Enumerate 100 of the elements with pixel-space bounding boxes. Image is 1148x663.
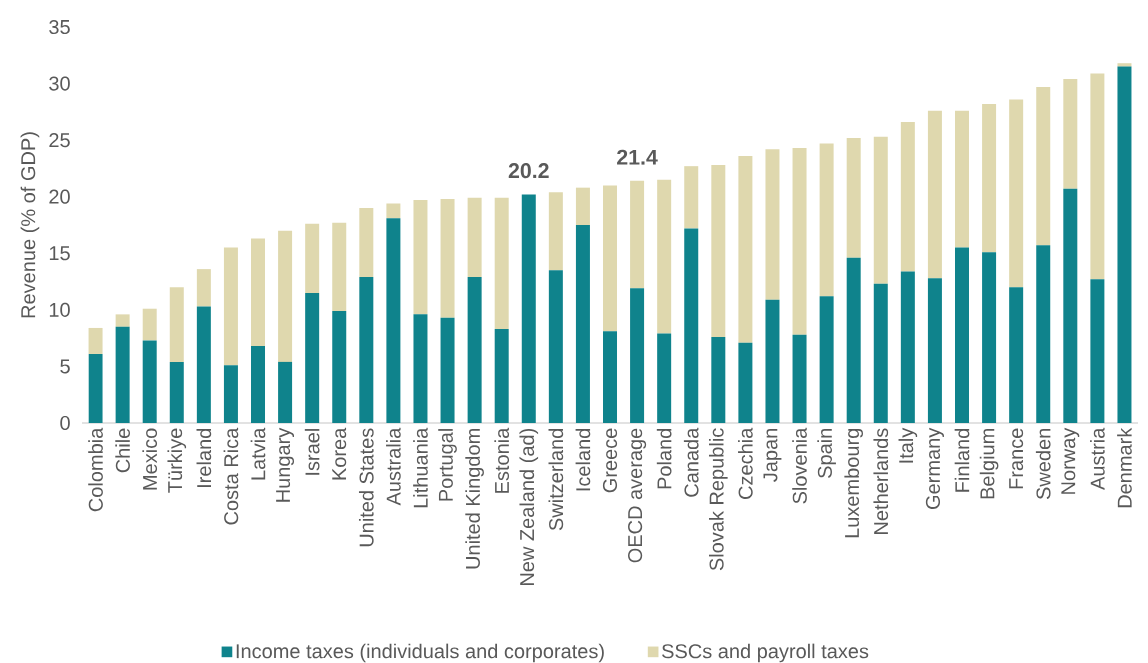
x-tick-label: Switzerland [548, 429, 564, 531]
bar [251, 238, 266, 347]
bar [223, 365, 238, 423]
x-tick-label: Slovak Republic [708, 428, 728, 571]
bar [548, 192, 563, 271]
x-tick-label: Korea [332, 427, 347, 480]
bar [630, 180, 645, 289]
bar [1090, 279, 1105, 423]
bar [413, 200, 428, 315]
x-tick-label: Japan [763, 429, 782, 482]
x-tick-label: Denmark [1117, 427, 1132, 508]
bar [873, 283, 888, 423]
bar [765, 299, 780, 423]
x-tick-label: Belgium [979, 429, 999, 499]
x-tick-label: Italy [898, 427, 918, 463]
y-tick-label: 30 [49, 76, 70, 91]
x-tick-label: France [1009, 428, 1024, 489]
x-tick-label: Sweden [1035, 429, 1051, 500]
x-tick-label: Israel [304, 429, 320, 475]
bar [196, 306, 211, 423]
bar [1036, 245, 1051, 423]
bar [251, 346, 266, 423]
total-label: 20.2 [508, 163, 549, 179]
bar [548, 270, 563, 423]
x-tick-label: United States [358, 428, 374, 547]
bar [873, 136, 888, 284]
x-tick-label: Hungary [276, 427, 295, 502]
bar [413, 314, 428, 423]
x-tick-label: Czechia [738, 427, 753, 499]
x-tick-label: New Zealand (ad) [519, 428, 539, 586]
bar [738, 342, 753, 423]
bar [494, 197, 509, 330]
x-tick-label: Finland [954, 429, 970, 492]
x-tick-label: Chile [115, 428, 130, 473]
bar [603, 185, 618, 332]
x-tick-label: Spain [817, 429, 836, 478]
x-tick-label: Canada [683, 427, 699, 497]
bar [982, 103, 997, 253]
bar [1063, 79, 1078, 189]
bar [711, 165, 726, 337]
x-tick-label: Ireland [196, 429, 212, 488]
bar [305, 292, 320, 423]
bar [927, 110, 942, 279]
bar [332, 222, 347, 311]
bar [1036, 86, 1051, 246]
legend-label: Income taxes (individuals and corporates) [236, 643, 604, 663]
bar [630, 288, 645, 423]
x-tick-label: Colombia [88, 427, 103, 512]
x-tick-label: Netherlands [873, 428, 889, 534]
bar [1090, 73, 1105, 280]
x-tick-label: Costa Rica [223, 427, 239, 525]
y-tick-label: 35 [49, 19, 70, 35]
x-tick-label: Luxembourg [844, 429, 864, 538]
bar [386, 218, 401, 423]
bar [223, 247, 238, 366]
bar [711, 337, 726, 423]
bar [603, 331, 618, 423]
y-axis-title: Revenue (% of GDP) [20, 132, 40, 318]
bar [142, 340, 157, 423]
x-tick-label: Lithuania [413, 427, 428, 508]
total-label: 21.4 [617, 149, 658, 165]
bar [1117, 66, 1132, 423]
bar [305, 223, 320, 293]
y-tick-label: 10 [49, 302, 70, 317]
bar [332, 310, 347, 423]
bar [1117, 63, 1132, 67]
x-tick-label: Türkiye [167, 428, 187, 493]
y-tick-label: 5 [60, 359, 70, 374]
bar [900, 122, 915, 272]
bar [1063, 188, 1078, 423]
x-tick-label: Australia [386, 427, 401, 506]
legend-label: SSCs and payroll taxes [662, 643, 869, 663]
bar [278, 230, 293, 362]
bar [115, 314, 130, 327]
x-tick-label: Austria [1090, 427, 1105, 490]
bar [169, 361, 184, 423]
bar [846, 137, 861, 258]
bar [657, 333, 672, 423]
bar [196, 269, 211, 307]
bar [927, 278, 942, 423]
bar [792, 334, 807, 423]
bar [657, 179, 672, 334]
bar [88, 327, 103, 354]
y-tick-label: 15 [49, 246, 70, 261]
x-tick-label: OECD average [628, 428, 647, 563]
bar [278, 361, 293, 423]
bar [467, 197, 482, 278]
bar [955, 247, 970, 423]
bar [575, 187, 590, 225]
bar [440, 317, 455, 423]
x-tick-label: Poland [656, 429, 672, 489]
bar [684, 228, 699, 423]
bar [738, 155, 753, 343]
bar [88, 353, 103, 423]
x-tick-label: Latvia [250, 427, 266, 480]
bar [386, 203, 401, 219]
x-tick-label: United Kingdom [465, 429, 484, 569]
bar [684, 166, 699, 229]
bar [359, 208, 374, 278]
bar [900, 271, 915, 423]
